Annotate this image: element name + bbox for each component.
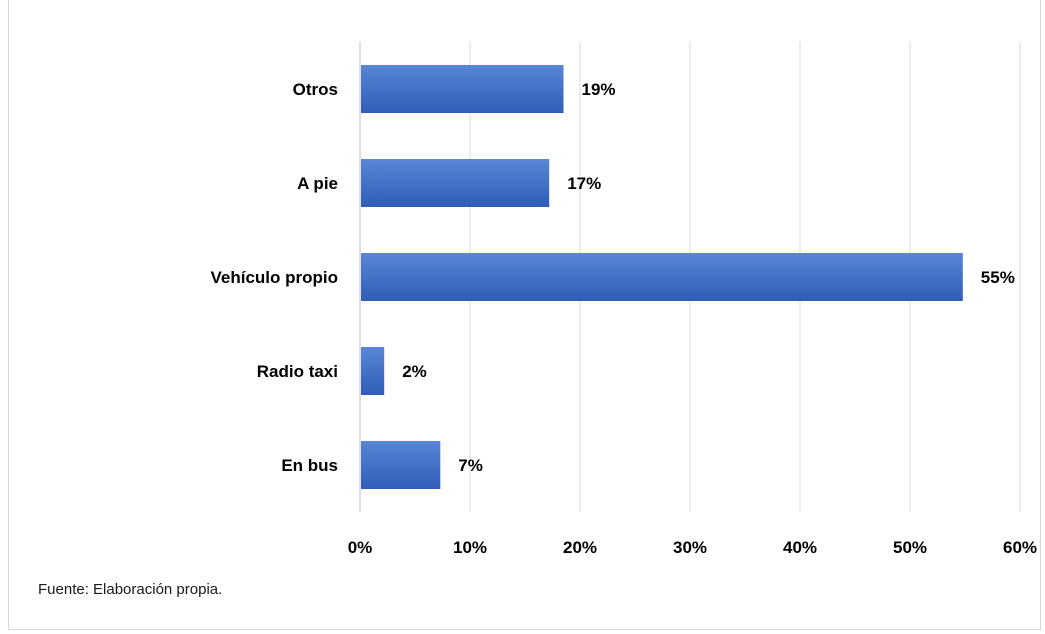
x-tick-label: 0%: [348, 538, 373, 557]
bars: [361, 65, 963, 489]
bar: [361, 347, 385, 395]
bar: [361, 253, 963, 301]
category-label: Vehículo propio: [210, 268, 338, 287]
x-tick-label: 60%: [1003, 538, 1037, 557]
data-label: 17%: [567, 174, 601, 193]
data-label: 2%: [402, 362, 427, 381]
bar: [361, 159, 550, 207]
x-tick-label: 40%: [783, 538, 817, 557]
data-label: 55%: [981, 268, 1015, 287]
x-tick-label: 30%: [673, 538, 707, 557]
x-tick-label: 20%: [563, 538, 597, 557]
x-tick-label: 10%: [453, 538, 487, 557]
category-label: Radio taxi: [257, 362, 338, 381]
source-note: Fuente: Elaboración propia.: [38, 581, 223, 598]
data-label: 19%: [582, 80, 616, 99]
category-label: A pie: [297, 174, 338, 193]
category-label: En bus: [281, 456, 338, 475]
bar: [361, 65, 564, 113]
bar: [361, 441, 441, 489]
data-label: 7%: [458, 456, 483, 475]
x-tick-label: 50%: [893, 538, 927, 557]
category-label: Otros: [293, 80, 338, 99]
labels: 0% 10% 20% 30% 40% 50% 60% Otros 19% A pie 17% Vehí…: [210, 80, 1037, 557]
